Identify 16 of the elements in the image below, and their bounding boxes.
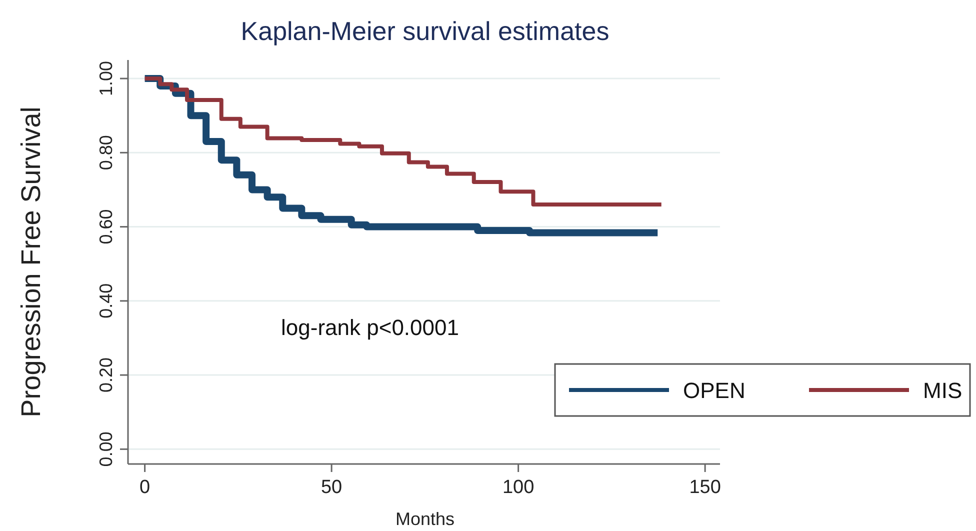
chart-title: Kaplan-Meier survival estimates <box>240 16 610 46</box>
y-tick-label: 0.40 <box>96 283 116 318</box>
y-tick-label: 0.00 <box>96 432 116 467</box>
x-tick-label: 0 <box>140 477 150 498</box>
y-tick-label: 0.20 <box>96 358 116 393</box>
x-tick-label: 150 <box>689 477 721 498</box>
x-tick-label: 100 <box>502 477 534 498</box>
y-tick-label: 1.00 <box>96 61 116 96</box>
x-axis-title: Months <box>395 509 455 529</box>
legend-label: OPEN <box>683 378 746 403</box>
annotation: log-rank p<0.0001 <box>281 315 459 340</box>
legend-label: MIS <box>923 378 962 403</box>
y-tick-label: 0.80 <box>96 135 116 170</box>
y-tick-label: 0.60 <box>96 209 116 244</box>
x-tick-label: 50 <box>320 477 342 498</box>
y-axis-title: Progression Free Survival <box>16 106 46 418</box>
